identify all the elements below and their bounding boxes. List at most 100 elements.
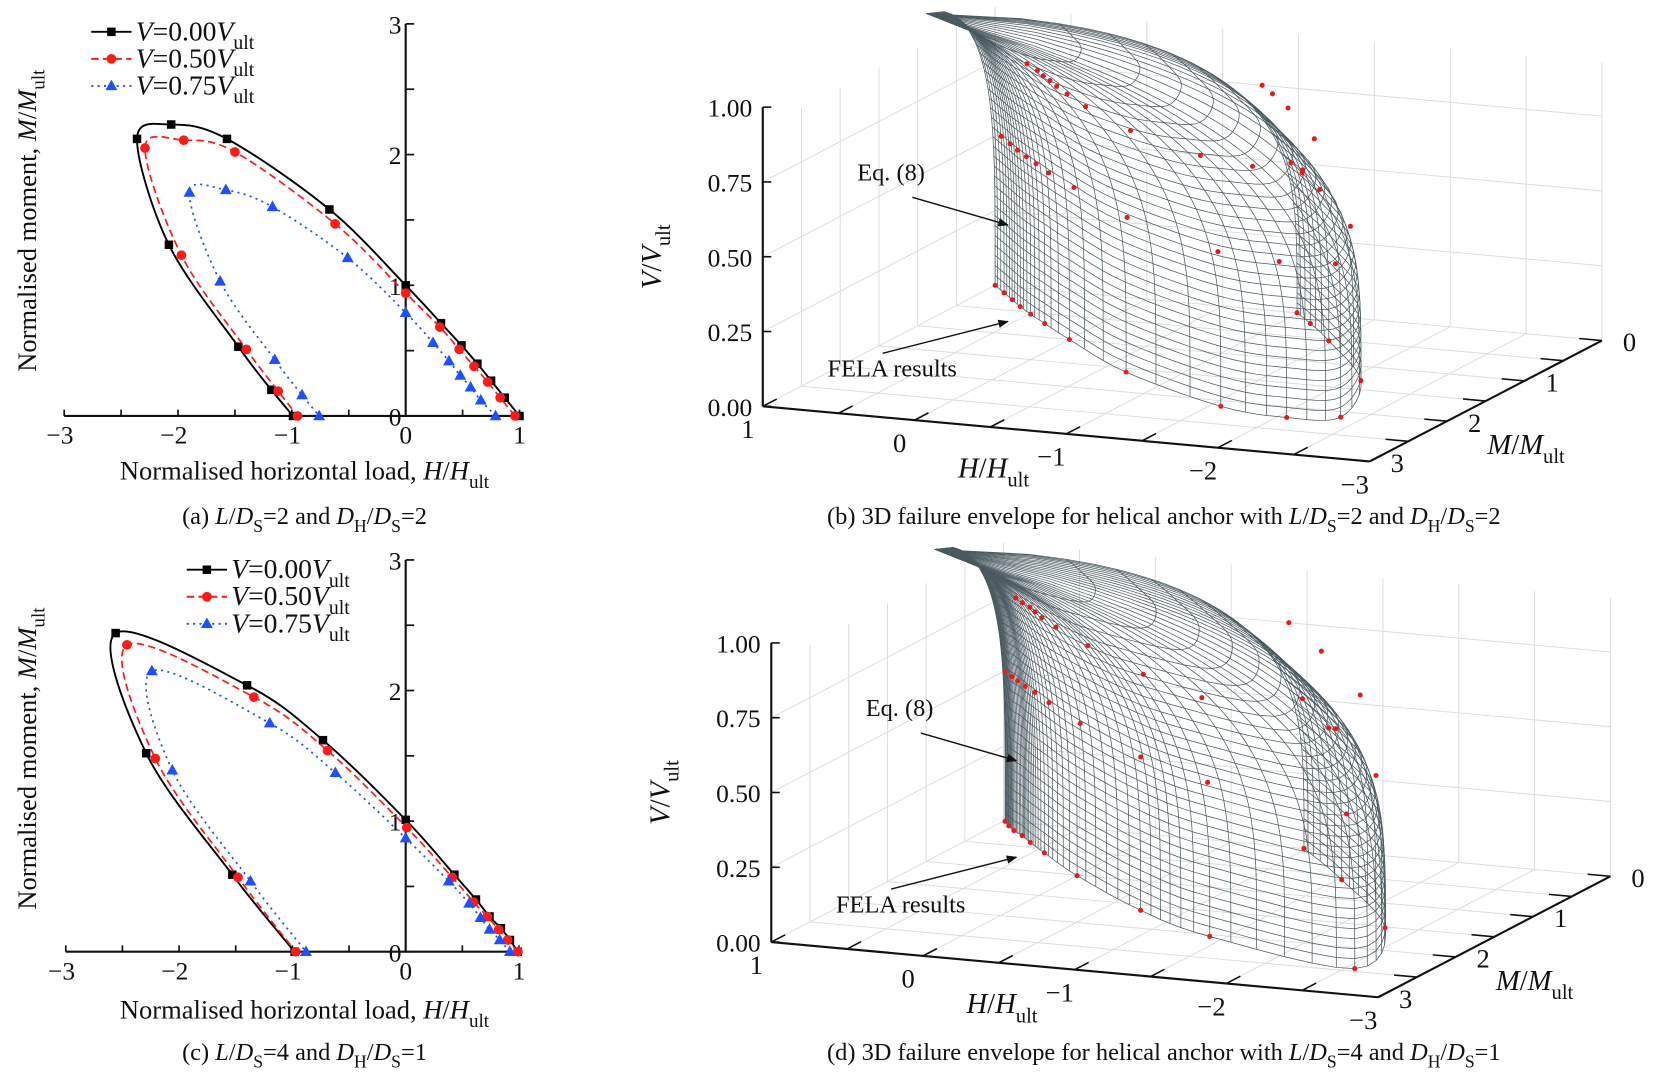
data-point-circle (150, 753, 161, 764)
text-segment: D (1308, 1039, 1327, 1066)
text-segment: S (1327, 516, 1337, 536)
series-line (144, 135, 516, 417)
text-segment: M (1518, 429, 1545, 461)
data-point-circle (178, 135, 189, 146)
text-segment: D (373, 1039, 392, 1066)
data-point-circle (122, 639, 132, 650)
fela-point (1288, 160, 1294, 166)
h-tick-label: −1 (1046, 977, 1074, 1007)
fela-point (1001, 290, 1007, 296)
envelope-meridian (934, 548, 1023, 836)
fela-point (1127, 128, 1134, 134)
fela-point (1326, 725, 1332, 731)
text-segment: S (1465, 1052, 1475, 1072)
envelope-meridian (926, 13, 1008, 296)
panel-caption: (b) 3D failure envelope for helical anch… (827, 503, 1501, 536)
envelope-meridian (926, 13, 1222, 407)
text-segment: ult (329, 597, 350, 619)
m-tick-label: 3 (1399, 984, 1412, 1014)
envelope-meridian (926, 13, 1342, 418)
fela-point (1083, 104, 1089, 110)
data-point-triangle (474, 393, 487, 405)
text-segment: / (12, 111, 42, 119)
h-tick-label: −2 (1197, 991, 1225, 1021)
x-axis-title: Normalised horizontal load, H/Hult (120, 456, 490, 493)
envelope-meridian (934, 548, 1359, 895)
envelope-meridian (934, 548, 1087, 881)
data-point-triangle (214, 274, 227, 286)
envelope-meridian (934, 548, 1058, 863)
data-point-circle (292, 411, 303, 421)
envelope-meridian (934, 548, 1211, 937)
text-segment: / (442, 456, 450, 486)
text-segment: H (965, 988, 988, 1020)
fela-point (1301, 845, 1307, 851)
text-segment: S (253, 1052, 263, 1072)
envelope-meridian (934, 548, 1107, 893)
data-point-triangle (244, 874, 257, 886)
v-tick-label: 0.75 (708, 168, 753, 197)
data-point-square (166, 120, 176, 129)
x-tick-label: −1 (274, 421, 301, 450)
h-tick (1301, 982, 1317, 992)
fela-point (1002, 818, 1008, 824)
text-segment: V (216, 42, 236, 73)
envelope-meridian (934, 548, 1195, 932)
text-segment: =0.75 (248, 607, 312, 638)
envelope-parallel (1004, 791, 1386, 940)
fela-point (1009, 674, 1015, 680)
envelope-meridian (926, 13, 1191, 397)
fela-point (1033, 161, 1039, 167)
fela-point (1140, 671, 1146, 677)
data-point-square (234, 342, 243, 351)
text-segment: (a) (182, 503, 215, 530)
envelope-meridian (926, 13, 1308, 420)
data-point-circle (482, 377, 493, 387)
envelope-meridian (926, 13, 1005, 293)
m-tick-label: 0 (1631, 863, 1644, 893)
envelope-meridian (934, 548, 1336, 874)
text-segment: L (1288, 1039, 1303, 1066)
h-tick (1369, 453, 1384, 463)
fela-point (1017, 304, 1023, 310)
legend-item: V=0.75Vult (186, 607, 350, 646)
data-point-triangle (399, 831, 412, 843)
fela-point (1019, 600, 1025, 606)
envelope-meridian (934, 548, 1314, 856)
text-segment: H (1428, 1052, 1441, 1072)
text-segment: ult (329, 624, 350, 646)
text-segment: V (312, 553, 332, 584)
annotation-fela-results: FELA results (828, 356, 957, 383)
text-segment: ult (233, 86, 254, 108)
fela-point (1046, 170, 1052, 176)
envelope-meridian (934, 548, 1130, 905)
m-axis-title: M/Mult (1486, 429, 1565, 468)
m-tick (1548, 893, 1572, 898)
axes: 0.00 0.25 0.50 0.75 1.00 1 0 −1 −2 −3 0 1 2 3 (716, 629, 1645, 1035)
text-segment: L (214, 1039, 229, 1066)
fela-point (1009, 297, 1015, 303)
h-tick (989, 419, 1005, 428)
fela-point (1317, 186, 1323, 193)
h-tick (1074, 961, 1089, 971)
data-point-triangle (483, 923, 496, 934)
data-point-triangle (463, 897, 476, 908)
panel-caption: (d) 3D failure envelope for helical anch… (827, 1039, 1501, 1072)
envelope-meridian (926, 12, 1002, 291)
data-point-triangle (443, 354, 455, 366)
fela-point (1006, 823, 1012, 829)
envelope-meridian (934, 548, 1015, 831)
envelope-meridian (926, 13, 1085, 350)
v-tick-label: 0.25 (716, 854, 761, 883)
data-point-square (318, 735, 328, 745)
data-point-triangle (427, 336, 439, 348)
data-point-circle (322, 745, 333, 756)
h-tick (998, 954, 1014, 964)
h-axis-title: H/Hult (965, 988, 1037, 1027)
text-segment: M (1495, 965, 1522, 997)
side-wall-gridline (762, 135, 996, 258)
m-tick (1394, 974, 1417, 978)
fela-point (1250, 163, 1256, 169)
h-tick-label: −3 (1341, 469, 1369, 499)
